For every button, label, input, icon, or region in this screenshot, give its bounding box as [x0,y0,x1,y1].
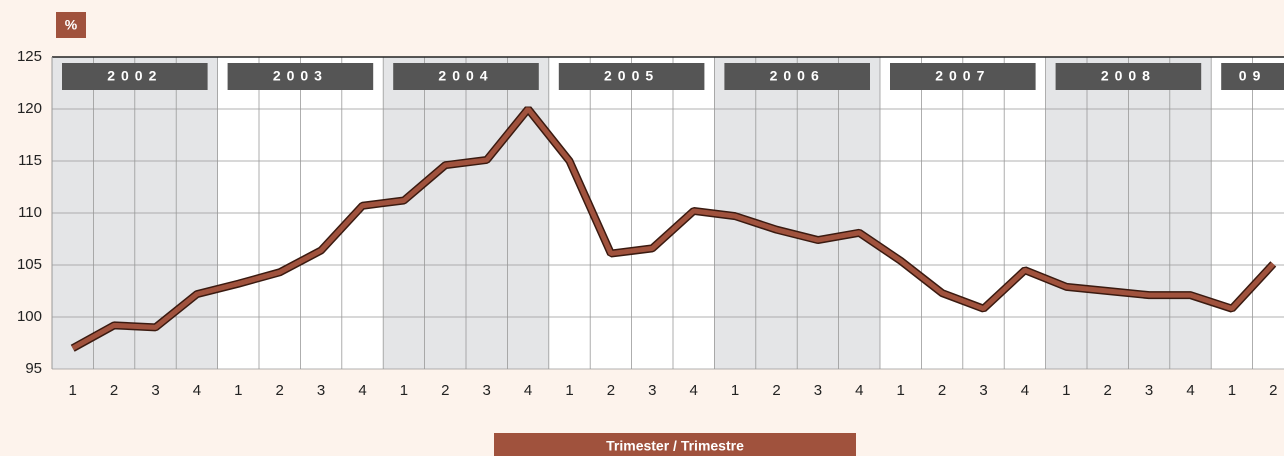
year-box [558,63,705,90]
y-tick-label: 95 [25,360,42,377]
x-tick-label: 4 [524,382,532,399]
line [71,107,1276,351]
x-tick-label: 2 [110,382,118,399]
x-tick-label: 2 [772,382,780,399]
x-tick-label: 4 [1021,382,1029,399]
x-tick-label: 3 [979,382,987,399]
x-axis-label: Trimester / Trimestre [606,438,744,454]
x-tick-label: 1 [234,382,242,399]
x-tick-label: 4 [690,382,698,399]
x-tick-label: 1 [731,382,739,399]
year-box [393,63,539,90]
x-tick-label: 4 [193,382,201,399]
x-tick-label: 3 [648,382,656,399]
x-tick-label: 4 [358,382,366,399]
x-tick-label: 3 [151,382,159,399]
x-tick-label: 1 [1062,382,1070,399]
year-box [1221,63,1284,90]
x-tick-label: 2 [607,382,615,399]
y-axis-label: % [65,17,78,33]
x-tick-label: 1 [400,382,408,399]
x-tick-label: 3 [317,382,325,399]
x-tick-label: 2 [276,382,284,399]
x-tick-label: 3 [1145,382,1153,399]
x-tick-label: 2 [441,382,449,399]
year-label: 09 [1239,68,1267,84]
year-box [1055,63,1202,90]
y-tick-label: 105 [17,256,42,273]
y-label-box [56,12,86,38]
y-tick-label: 115 [18,152,42,169]
x-tick-label: 4 [1186,382,1194,399]
year-label: 2006 [770,68,825,84]
year-label: 2003 [273,68,328,84]
year-label: 2004 [438,68,493,84]
x-tick-label: 2 [938,382,946,399]
x-tick-label: 2 [1104,382,1112,399]
year-label: 2007 [935,68,990,84]
x-tick-label: 3 [814,382,822,399]
year-box [724,63,870,90]
year-label: 2005 [604,68,659,84]
year-box [227,63,374,90]
x-tick-label: 2 [1269,382,1277,399]
x-label-box [494,433,856,456]
x-tick-label: 1 [565,382,573,399]
year-label: 2008 [1101,68,1156,84]
y-tick-label: 100 [17,308,42,325]
year-box [890,63,1036,90]
y-tick-label: 120 [17,100,42,117]
x-tick-label: 1 [897,382,905,399]
x-tick-label: 4 [855,382,863,399]
y-tick-label: 125 [17,48,42,65]
y-tick-label: 110 [18,204,42,221]
x-tick-label: 3 [483,382,491,399]
year-label: 2002 [107,68,162,84]
year-box [62,63,208,90]
x-tick-label: 1 [1228,382,1236,399]
x-tick-label: 1 [69,382,77,399]
